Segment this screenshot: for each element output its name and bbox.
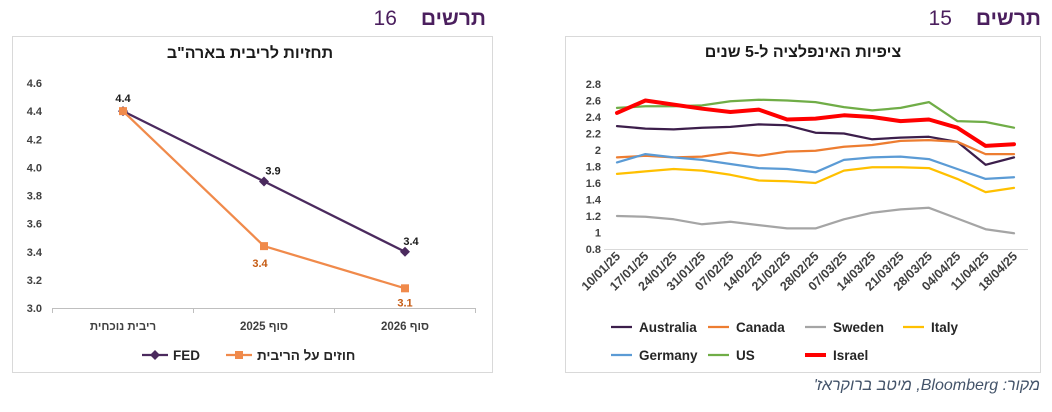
figure-number: 16 [373,7,397,30]
y-tick-label: 2.8 [586,79,601,91]
legend-label-canada: Canada [736,320,785,335]
y-tick-label: 1.8 [586,162,601,174]
data-label: 4.4 [115,93,131,105]
data-label: 3.1 [397,297,412,309]
legend-label-fed: FED [173,348,200,363]
series-line-israel [615,98,1016,148]
data-point-marker [400,246,410,257]
y-tick-label: 2.2 [586,129,601,141]
legend-marker-fed [150,350,160,360]
y-tick-label: 3.6 [27,219,42,231]
figure-16-caption: תרשים 16 [374,6,486,32]
y-tick-label: 4.2 [27,134,42,146]
chart-frame [565,36,1041,373]
y-tick-label: 0.8 [586,244,601,256]
legend-label-australia: Australia [639,320,697,335]
series-line-sweden [615,206,1016,235]
figure-15-caption: תרשים 15 [929,6,1041,32]
y-tick-label: 4.6 [27,78,42,90]
figure-label: תרשים [975,7,1041,30]
chart-series [615,98,1016,235]
legend-label-italy: Italy [931,320,959,335]
data-point-marker [260,242,268,251]
y-tick-label: 1 [595,228,601,240]
legend-label-sweden: Sweden [833,320,884,335]
data-point-marker [119,107,127,116]
legend-label-us: US [736,348,755,363]
figure-number: 15 [928,7,952,30]
y-tick-label: 4.0 [27,162,42,174]
legend-label-israel: Israel [833,348,868,363]
inflation-expectations-chart: ציפיות האינפלציה ל-5 שנים 0.8 1 1.2 1.4 1.6 1… [565,36,1041,373]
legend-marker-series-2 [235,351,243,359]
data-label: 3.4 [403,236,419,248]
series-line-italy [615,166,1016,194]
legend-label-germany: Germany [639,348,698,363]
data-point-marker [401,284,409,293]
chart-legend: Australia Canada Sweden Italy Germany US Israe… [611,320,959,363]
data-label: 3.4 [252,258,268,270]
y-tick-label: 1.4 [586,195,602,207]
chart-legend: FED חוזים על הריבית [142,348,355,363]
x-category-label: סוף 2026 [381,321,429,333]
y-tick-label: 3.4 [27,247,43,259]
y-tick-label: 4.4 [27,106,43,118]
chart-series: 4.4 3.9 3.4 3.4 3.1 [115,93,419,309]
y-tick-label: 3.8 [27,191,42,203]
chart-frame [12,36,493,373]
source-note: מקור: Bloomberg, מיטב ברוקראז' [813,377,1040,394]
y-tick-label: 3.2 [27,275,42,287]
y-tick-label: 2.4 [586,112,602,124]
chart-title: ציפיות האינפלציה ל-5 שנים [705,43,901,61]
y-tick-label: 3.0 [27,303,42,315]
us-rate-forecast-chart: תחזיות לריבית בארה"ב 3.0 3.2 3.4 3.6 3.8 4.0 4… [12,36,493,373]
x-category-label: ריבית נוכחית [90,321,156,333]
legend-label-series-2: חוזים על הריבית [257,348,355,363]
y-tick-label: 1.6 [586,178,601,190]
series-line-germany [615,152,1016,181]
y-tick-label: 1.2 [586,211,601,223]
figure-label: תרשים [420,7,486,30]
y-tick-label: 2.6 [586,96,601,108]
chart-title: תחזיות לריבית בארה"ב [167,44,333,62]
chart-axes: 3.0 3.2 3.4 3.6 3.8 4.0 4.2 4.4 4.6 ריבית נוכחית ס… [27,78,476,333]
data-label: 3.9 [265,165,280,177]
data-point-marker [259,176,269,187]
y-tick-label: 2 [595,145,601,157]
x-category-label: סוף 2025 [240,321,288,333]
